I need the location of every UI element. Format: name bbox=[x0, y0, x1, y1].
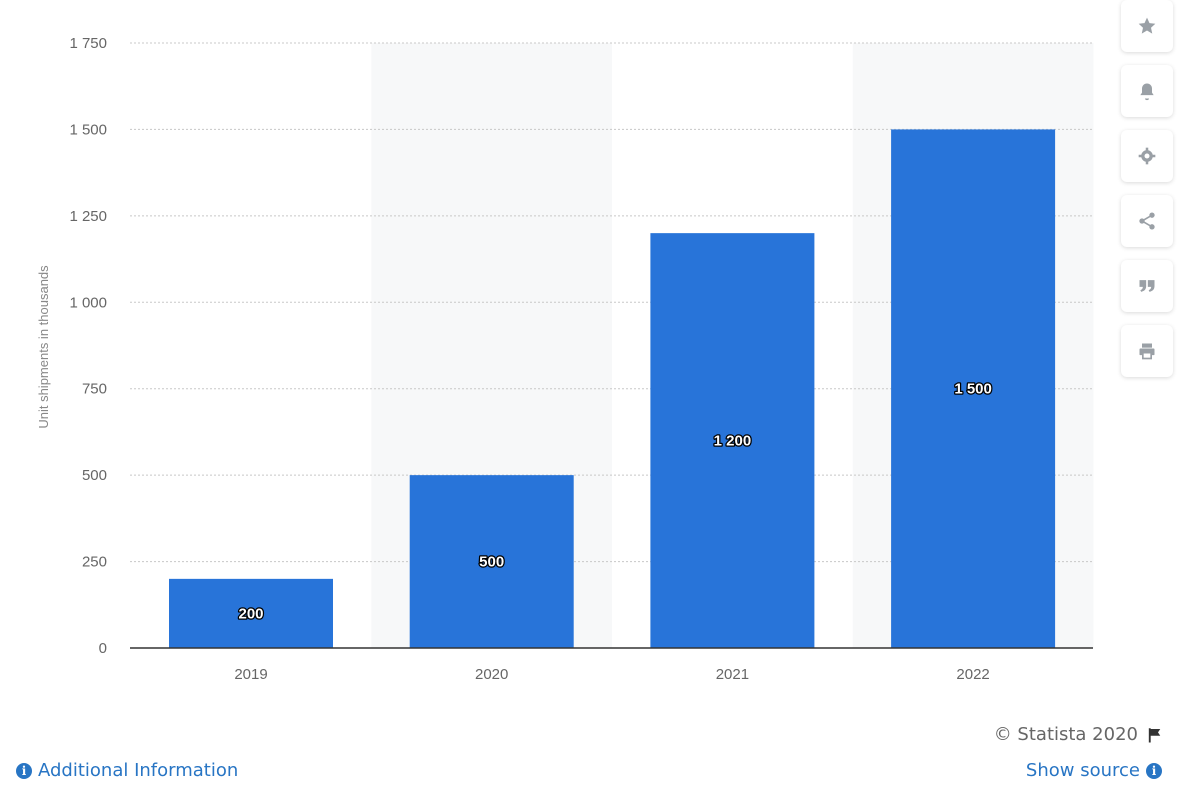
info-icon: i bbox=[16, 762, 32, 779]
y-axis-label: Unit shipments in thousands bbox=[36, 265, 51, 429]
print-icon bbox=[1139, 343, 1155, 360]
info-icon: i bbox=[1146, 762, 1162, 779]
favorite-button[interactable] bbox=[1121, 0, 1173, 52]
data-label-2022: 1 500 bbox=[954, 381, 992, 398]
bell-icon bbox=[1140, 83, 1154, 101]
y-tick-label: 250 bbox=[82, 554, 107, 571]
y-tick-label: 750 bbox=[82, 381, 107, 398]
bar-2020[interactable] bbox=[409, 475, 574, 648]
y-tick-label: 1 250 bbox=[69, 208, 107, 225]
additional-information-text: Additional Information bbox=[38, 760, 239, 781]
quote-icon bbox=[1139, 280, 1155, 292]
gear-icon bbox=[1138, 147, 1156, 165]
data-label-2021: 1 200 bbox=[714, 433, 752, 450]
cite-button[interactable] bbox=[1121, 260, 1173, 312]
flag-icon[interactable] bbox=[1146, 726, 1164, 744]
y-tick-label: 1 000 bbox=[69, 294, 107, 311]
x-tick-label: 2019 bbox=[234, 666, 267, 683]
show-source-link[interactable]: Show source i bbox=[1026, 760, 1162, 781]
additional-information-link[interactable]: i Additional Information bbox=[16, 760, 238, 781]
share-button[interactable] bbox=[1121, 195, 1173, 247]
x-tick-label: 2021 bbox=[716, 666, 749, 683]
notification-button[interactable] bbox=[1121, 65, 1173, 117]
star-icon bbox=[1138, 17, 1156, 34]
bar-2021[interactable] bbox=[650, 233, 815, 648]
x-tick-label: 2020 bbox=[475, 666, 508, 683]
copyright-text: © Statista 2020 bbox=[993, 724, 1138, 745]
data-label-2019: 200 bbox=[238, 605, 263, 622]
bar-2019[interactable] bbox=[169, 578, 333, 648]
y-tick-label: 0 bbox=[99, 640, 107, 657]
share-icon bbox=[1139, 212, 1155, 230]
y-tick-label: 500 bbox=[82, 467, 107, 484]
chart-toolbar bbox=[1121, 0, 1173, 390]
x-tick-label: 2022 bbox=[956, 666, 989, 683]
settings-button[interactable] bbox=[1121, 130, 1173, 182]
show-source-text: Show source bbox=[1025, 760, 1140, 781]
print-button[interactable] bbox=[1121, 325, 1173, 377]
data-label-2020: 500 bbox=[479, 554, 504, 571]
bar-chart: 200 500 1 200 1 500 0 250 500 750 1 000 1 250 1 5… bbox=[36, 35, 1094, 683]
copyright: © Statista 2020 bbox=[994, 724, 1164, 745]
bar-2022[interactable] bbox=[891, 129, 1056, 648]
y-tick-label: 1 500 bbox=[69, 121, 107, 138]
y-tick-label: 1 750 bbox=[69, 35, 107, 52]
